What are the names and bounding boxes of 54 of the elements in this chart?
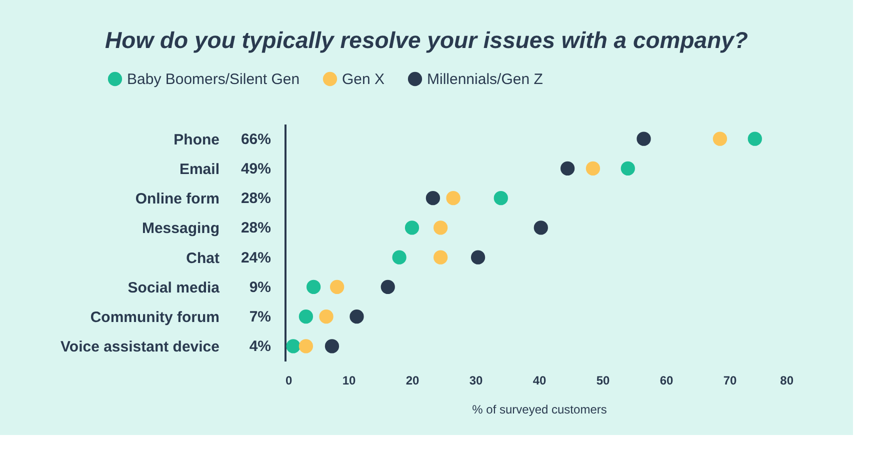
- legend-label: Baby Boomers/Silent Gen: [127, 71, 300, 88]
- point: [380, 280, 395, 294]
- y-tick-label: Email: [179, 160, 220, 178]
- point: [748, 132, 762, 146]
- point: [298, 339, 314, 354]
- point: [324, 339, 340, 354]
- point: [298, 310, 314, 324]
- y-tick-label: Social media: [128, 279, 220, 296]
- point: [306, 280, 321, 294]
- point: [470, 250, 486, 264]
- x-tick-label: 80: [780, 374, 794, 388]
- point: [434, 220, 448, 235]
- text: 28%: [240, 220, 271, 237]
- point: [494, 191, 508, 206]
- point: [712, 132, 728, 146]
- x-tick-label: 10: [342, 374, 356, 388]
- y-tick-label: Community forum: [90, 309, 220, 326]
- point: [434, 250, 448, 264]
- x-tick-label: 50: [596, 374, 610, 388]
- point: [392, 250, 406, 264]
- text: 7%: [249, 308, 271, 326]
- y-tick-label: Online form: [135, 190, 220, 208]
- text: 28%: [240, 190, 271, 208]
- text: 9%: [249, 278, 271, 296]
- text: 49%: [240, 160, 271, 178]
- text: 66%: [240, 130, 271, 148]
- y-tick-label: Chat: [186, 250, 220, 267]
- y-tick-label: Voice assistant device: [60, 338, 220, 356]
- point: [286, 339, 300, 354]
- x-tick-label: 40: [532, 374, 546, 388]
- point: [620, 161, 635, 176]
- x-tick-label: 30: [469, 374, 483, 388]
- text: 24%: [240, 249, 271, 266]
- x-tick-label: 20: [406, 374, 420, 388]
- point: [636, 132, 651, 146]
- point: [534, 220, 548, 235]
- point: [446, 191, 460, 206]
- point: [586, 161, 600, 176]
- point: [319, 310, 334, 324]
- legend-label: Gen X: [342, 71, 385, 88]
- x-tick-label: 0: [286, 374, 292, 388]
- x-tick-label: 60: [660, 374, 674, 388]
- x-axis-title: % of surveyed customers: [472, 402, 607, 416]
- point: [560, 161, 575, 176]
- y-tick-label: Phone: [174, 131, 220, 148]
- x-tick-label: 70: [723, 374, 737, 388]
- point: [426, 191, 440, 206]
- chart-title: How do you typically resolve your issues with a company?: [105, 27, 748, 53]
- point: [404, 220, 420, 235]
- point: [350, 310, 364, 324]
- y-tick-label: Messaging: [142, 220, 220, 238]
- text: 4%: [249, 338, 271, 356]
- legend-label: Millennials/Gen Z: [427, 71, 543, 88]
- point: [330, 280, 344, 294]
